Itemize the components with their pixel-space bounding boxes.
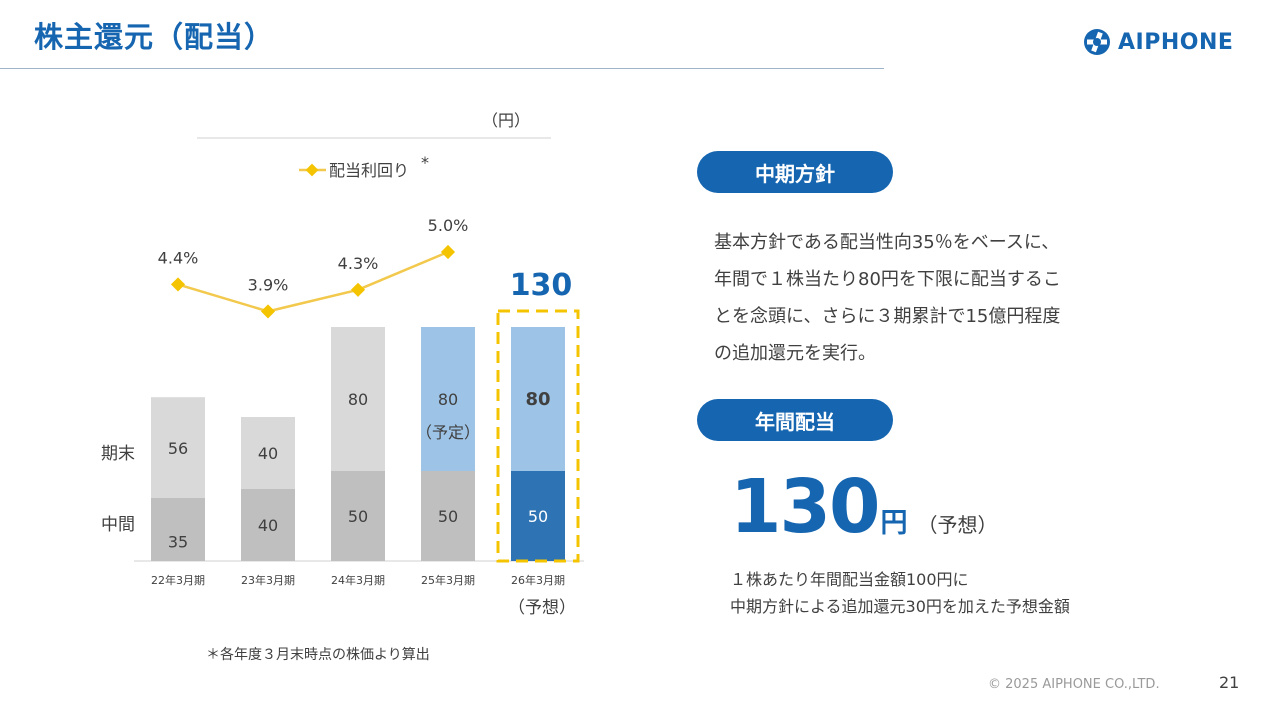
bar-label-interim: 50: [438, 507, 458, 526]
bar-label-interim: 50: [348, 507, 368, 526]
policy-line: とを念頭に、さらに３期累計で15億円程度: [714, 306, 1061, 327]
x-tick-label: 25年3月期: [421, 573, 475, 587]
annual-dividend-pill: 年間配当: [697, 399, 893, 441]
x-tick-sublabel: （予想）: [508, 598, 576, 618]
bar-final: [421, 327, 475, 471]
yield-marker: [260, 304, 276, 319]
chart-footnote: ＊各年度３月末時点の株価より算出: [206, 647, 430, 663]
dividend-chart: （円） 配当利回り * 35 56 22年3月期 40 40 23年3月期 50 80 24年3月期 5…: [101, 111, 584, 618]
legend-label: 配当利回り: [329, 161, 409, 180]
bar-label-interim: 40: [258, 516, 278, 535]
bar-final: [241, 417, 295, 489]
policy-text: 基本方針である配当性向35％をベースに、 年間で１株当たり80円を下限に配当する…: [714, 224, 1134, 372]
desc-line: １株あたり年間配当金額100円に: [730, 570, 969, 589]
bar-interim: [241, 489, 295, 561]
annual-amount-unit: 円: [880, 508, 908, 539]
x-tick-label: 26年3月期: [511, 573, 565, 587]
yield-marker: [350, 282, 366, 297]
x-tick-label: 22年3月期: [151, 573, 205, 587]
series-label-interim: 中間: [101, 515, 135, 535]
x-tick-label: 23年3月期: [241, 573, 295, 587]
policy-line: の追加還元を実行。: [714, 343, 876, 364]
forecast-highlight-box: [496, 309, 580, 563]
mid-term-policy-pill: 中期方針: [697, 151, 893, 193]
unit-label: （円）: [482, 111, 530, 130]
policy-line: 年間で１株当たり80円を下限に配当するこ: [714, 269, 1061, 290]
yield-label: 4.3%: [338, 254, 379, 273]
bar-interim: [511, 471, 565, 561]
yield-label: 5.0%: [428, 216, 469, 235]
yield-label: 4.4%: [158, 248, 199, 267]
bar-final: [511, 327, 565, 471]
forecast-total-label: 130: [510, 268, 573, 303]
bar-final: [151, 397, 205, 498]
bar-label-interim: 35: [168, 533, 188, 552]
title-divider: [0, 68, 884, 69]
aiphone-mark-icon: [1084, 29, 1110, 55]
bar-label-final: 80: [525, 389, 550, 410]
yield-label: 3.9%: [248, 275, 289, 294]
series-label-final: 期末: [101, 444, 135, 464]
company-logo: AIPHONE: [1082, 27, 1233, 57]
bar-label-final: 80: [438, 390, 458, 409]
bar-label-final: 40: [258, 444, 278, 463]
logo-text: AIPHONE: [1118, 29, 1234, 55]
x-tick-label: 24年3月期: [331, 573, 385, 587]
legend-footnote-mark: *: [421, 153, 429, 172]
bar-interim: [331, 471, 385, 561]
bar-sublabel: （予定）: [416, 423, 480, 442]
annual-dividend-amount: 130 円 （予想）: [730, 462, 997, 552]
copyright: © 2025 AIPHONE CO.,LTD.: [988, 677, 1160, 692]
bar-label-final: 56: [168, 439, 188, 458]
annual-amount-note: （予想）: [917, 513, 998, 537]
policy-line: 基本方針である配当性向35％をベースに、: [714, 232, 1060, 253]
yield-line: [177, 250, 449, 313]
annual-amount-number: 130: [730, 464, 880, 550]
bar-label-interim: 50: [528, 507, 548, 526]
desc-line: 中期方針による追加還元30円を加えた予想金額: [730, 597, 1070, 616]
yield-marker: [170, 277, 186, 292]
bar-interim: [421, 471, 475, 561]
legend-marker: [305, 163, 319, 177]
annual-description: １株あたり年間配当金額100円に 中期方針による追加還元30円を加えた予想金額: [730, 566, 1070, 620]
bar-label-final: 80: [348, 390, 368, 409]
bar-interim: [151, 498, 205, 561]
page-number: 21: [1219, 673, 1240, 692]
bar-final: [331, 327, 385, 471]
page-title: 株主還元（配当）: [34, 20, 275, 54]
yield-marker: [440, 244, 456, 260]
